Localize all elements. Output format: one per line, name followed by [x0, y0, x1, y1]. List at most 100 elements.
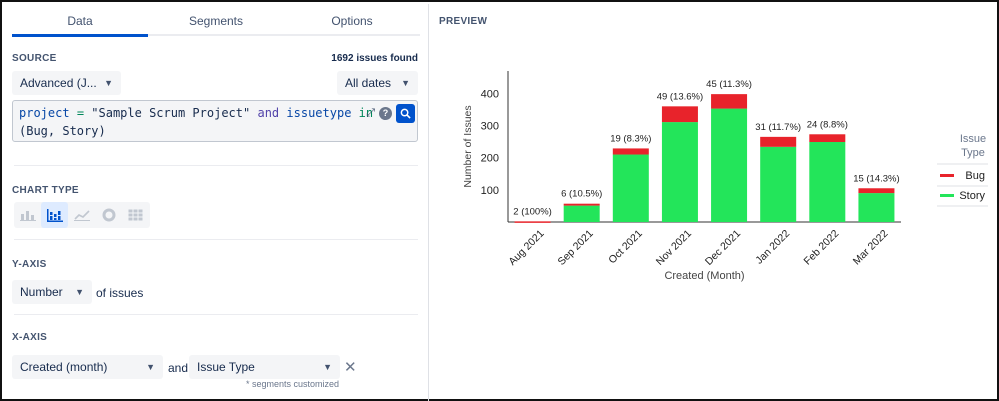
bar-data-label: 2 (100%) — [513, 206, 552, 217]
bar-story — [760, 146, 797, 222]
jql-operator-in: in — [358, 106, 374, 120]
bar-chart-option[interactable] — [14, 202, 41, 228]
x-tick-label: Aug 2021 — [506, 228, 546, 268]
x-tick-label: Sep 2021 — [556, 228, 596, 268]
y-tick-label: 400 — [481, 88, 499, 100]
bar-bug — [661, 106, 698, 123]
x-axis-field-select[interactable]: Created (month) ▼ — [12, 355, 163, 379]
y-axis-suffix: of issues — [96, 286, 144, 300]
tab-segments[interactable]: Segments — [188, 14, 244, 28]
bar-story — [563, 205, 600, 222]
chart-type-heading: CHART TYPE — [12, 185, 79, 196]
x-tick-label: Mar 2022 — [851, 228, 891, 268]
section-divider — [14, 165, 418, 166]
jql-query-input[interactable]: project = "Sample Scrum Project" and iss… — [12, 100, 418, 142]
x-tick-label: Nov 2021 — [654, 228, 694, 268]
y-tick-label: 200 — [481, 153, 499, 165]
segment-field-value: Issue Type — [197, 360, 255, 374]
bar-bug — [563, 203, 600, 206]
section-divider — [14, 314, 418, 315]
x-tick-label: Feb 2022 — [802, 228, 842, 268]
table-icon — [128, 209, 143, 221]
help-icon[interactable]: ? — [379, 106, 392, 120]
x-axis-field-value: Created (month) — [20, 360, 108, 374]
date-select[interactable]: All dates ▼ — [337, 71, 418, 95]
preview-panel: PREVIEW 100 200 300 400 Number of Issues 2 (1… — [428, 4, 999, 401]
issues-found-count: 1692 issues found — [331, 53, 418, 64]
y-axis-heading: Y-AXIS — [12, 259, 47, 270]
bar-data-label: 15 (14.3%) — [853, 173, 899, 184]
bar-data-label: 6 (10.5%) — [561, 189, 602, 200]
stacked-bar-chart-icon — [46, 208, 63, 222]
bar-bug — [809, 134, 846, 143]
bar-story — [661, 122, 698, 222]
source-heading: SOURCE — [12, 53, 57, 64]
issues-stacked-bar-chart: 100 200 300 400 Number of Issues 2 (100%) Aug … — [462, 71, 988, 282]
bar-bug — [760, 136, 797, 147]
bar-data-label: 45 (11.3%) — [706, 79, 752, 90]
bar-story — [809, 142, 846, 222]
legend-title: Type — [961, 147, 985, 159]
bar-story — [711, 108, 748, 222]
table-option[interactable] — [122, 202, 149, 228]
chevron-down-icon: ▼ — [401, 78, 410, 88]
chevron-down-icon: ▼ — [323, 362, 332, 372]
chevron-down-icon: ▼ — [75, 287, 84, 297]
y-axis-measure-value: Number — [20, 285, 63, 299]
jql-field-issuetype: issuetype — [286, 106, 352, 120]
expand-icon[interactable]: ⤢ — [366, 106, 375, 119]
x-axis-and-label: and — [168, 361, 189, 375]
jql-field-project: project — [19, 106, 70, 120]
segments-customized-note: * segments customized — [246, 379, 340, 389]
search-button[interactable] — [396, 103, 415, 123]
tab-data[interactable]: Data — [12, 8, 148, 37]
y-tick-label: 100 — [481, 185, 499, 197]
section-divider — [14, 239, 418, 240]
legend-swatch-story — [940, 194, 954, 197]
stacked-bar-chart-option[interactable] — [41, 202, 68, 228]
y-tick-label: 300 — [481, 121, 499, 133]
chevron-down-icon: ▼ — [104, 78, 113, 88]
x-axis-heading: X-AXIS — [12, 332, 48, 343]
preview-heading: PREVIEW — [439, 16, 488, 27]
segment-field-select[interactable]: Issue Type ▼ — [189, 355, 340, 379]
chevron-down-icon: ▼ — [146, 362, 155, 372]
bar-data-label: 49 (13.6%) — [657, 91, 703, 102]
x-tick-label: Dec 2021 — [703, 228, 743, 268]
bar-data-label: 19 (8.3%) — [610, 133, 651, 144]
bar-bug — [711, 94, 748, 109]
config-panel: Data Segments Options SOURCE 1692 issues… — [4, 4, 428, 401]
pie-chart-icon — [102, 208, 115, 222]
bar-story — [612, 154, 649, 222]
x-axis-title: Created (Month) — [664, 270, 744, 282]
y-axis-title: Number of Issues — [462, 105, 474, 187]
legend-title: Issue — [960, 133, 986, 145]
search-icon — [400, 108, 411, 119]
bar-bug — [612, 148, 649, 155]
jql-value: "Sample Scrum Project" — [91, 106, 251, 120]
legend-label-story: Story — [959, 190, 985, 202]
line-chart-option[interactable] — [68, 202, 95, 228]
source-select[interactable]: Advanced (J... ▼ — [12, 71, 121, 95]
jql-list: (Bug, Story) — [19, 124, 106, 138]
bar-bug — [514, 221, 551, 223]
source-select-value: Advanced (J... — [20, 76, 97, 90]
remove-segment-icon[interactable]: ✕ — [344, 359, 357, 376]
bar-story — [858, 193, 895, 222]
pie-chart-option[interactable] — [95, 202, 122, 228]
chart-type-selector — [14, 202, 150, 228]
x-tick-label: Oct 2021 — [606, 228, 645, 267]
y-axis-measure-select[interactable]: Number ▼ — [12, 280, 92, 304]
jql-tools: ⤢ ? — [366, 103, 415, 123]
bar-data-label: 31 (11.7%) — [755, 122, 801, 133]
tab-bar: Data Segments Options — [12, 8, 420, 37]
jql-operator: = — [76, 106, 85, 120]
bar-data-label: 24 (8.8%) — [807, 119, 848, 130]
legend-label-bug: Bug — [965, 170, 985, 182]
x-tick-label: Jan 2022 — [753, 228, 792, 267]
jql-conjunction: and — [257, 106, 280, 120]
tab-options[interactable]: Options — [331, 14, 373, 28]
legend-swatch-bug — [940, 174, 954, 177]
bar-chart-icon — [19, 211, 36, 221]
